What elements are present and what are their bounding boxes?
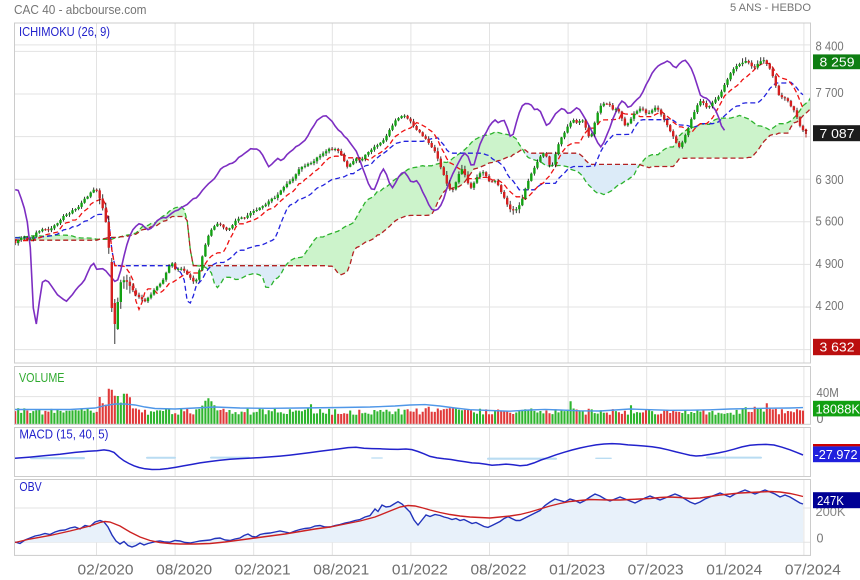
svg-text:02/2021: 02/2021 <box>235 562 291 579</box>
svg-text:5 ANS - HEBDO: 5 ANS - HEBDO <box>730 2 811 14</box>
svg-text:ICHIMOKU (26, 9): ICHIMOKU (26, 9) <box>19 25 110 39</box>
svg-text:01/2022: 01/2022 <box>392 562 448 579</box>
svg-text:8 400: 8 400 <box>816 39 844 53</box>
svg-text:02/2020: 02/2020 <box>78 562 134 579</box>
svg-text:0: 0 <box>817 531 824 545</box>
svg-text:6 300: 6 300 <box>816 173 844 187</box>
svg-text:01/2023: 01/2023 <box>549 562 605 579</box>
svg-text:5 600: 5 600 <box>816 215 844 229</box>
svg-text:4 200: 4 200 <box>816 299 844 313</box>
svg-text:07/2024: 07/2024 <box>785 562 841 579</box>
svg-text:8 259: 8 259 <box>820 55 855 70</box>
svg-text:01/2024: 01/2024 <box>706 562 762 579</box>
svg-text:-27.972: -27.972 <box>815 447 858 462</box>
svg-text:MACD (15, 40, 5): MACD (15, 40, 5) <box>19 428 108 442</box>
svg-text:200K: 200K <box>816 505 847 519</box>
svg-text:08/2021: 08/2021 <box>313 562 369 579</box>
svg-text:247K: 247K <box>817 493 844 508</box>
svg-text:18088K: 18088K <box>816 401 860 416</box>
svg-text:VOLUME: VOLUME <box>19 370 65 385</box>
svg-text:3 632: 3 632 <box>820 340 855 355</box>
svg-text:7 087: 7 087 <box>820 126 855 141</box>
svg-text:08/2020: 08/2020 <box>156 562 212 579</box>
svg-text:40M: 40M <box>817 386 839 400</box>
svg-text:07/2023: 07/2023 <box>628 562 684 579</box>
svg-text:7 700: 7 700 <box>816 86 844 100</box>
svg-text:CAC 40 - abcbourse.com: CAC 40 - abcbourse.com <box>14 2 147 17</box>
svg-text:OBV: OBV <box>19 480 42 494</box>
svg-text:0: 0 <box>817 412 824 426</box>
svg-text:4 900: 4 900 <box>816 257 844 271</box>
svg-text:08/2022: 08/2022 <box>471 562 527 579</box>
